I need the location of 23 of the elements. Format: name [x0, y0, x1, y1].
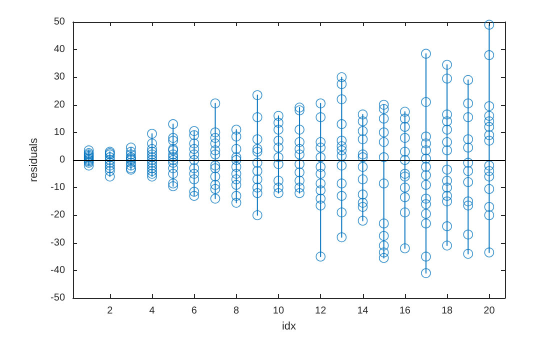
x-tick-label: 18 — [441, 306, 454, 316]
y-tick-label: 20 — [54, 99, 66, 110]
x-tick-label: 4 — [149, 306, 156, 316]
y-tick-label: -30 — [50, 237, 66, 248]
y-tick-label: -40 — [50, 264, 66, 276]
y-tick-label: 10 — [54, 126, 66, 138]
x-tick-label: 8 — [234, 306, 240, 316]
x-tick-label: 20 — [484, 306, 496, 316]
y-tick-label: -50 — [50, 292, 66, 304]
y-axis-title: residuals — [28, 137, 40, 182]
y-tick-label: 40 — [54, 44, 66, 56]
x-tick-label: 2 — [107, 306, 114, 316]
x-tick-label: 16 — [399, 306, 411, 316]
y-tick-label: -10 — [50, 182, 66, 194]
x-tick-label: 10 — [272, 306, 284, 316]
y-tick-label: 50 — [54, 16, 66, 28]
y-tick-label: 30 — [54, 72, 66, 83]
x-tick-label: 6 — [191, 306, 198, 316]
x-tick-label: 12 — [315, 306, 327, 316]
x-tick-label: 14 — [357, 306, 369, 316]
y-tick-label: 0 — [59, 154, 66, 166]
x-axis-title: idx — [282, 320, 297, 332]
y-tick-label: -20 — [50, 210, 66, 221]
